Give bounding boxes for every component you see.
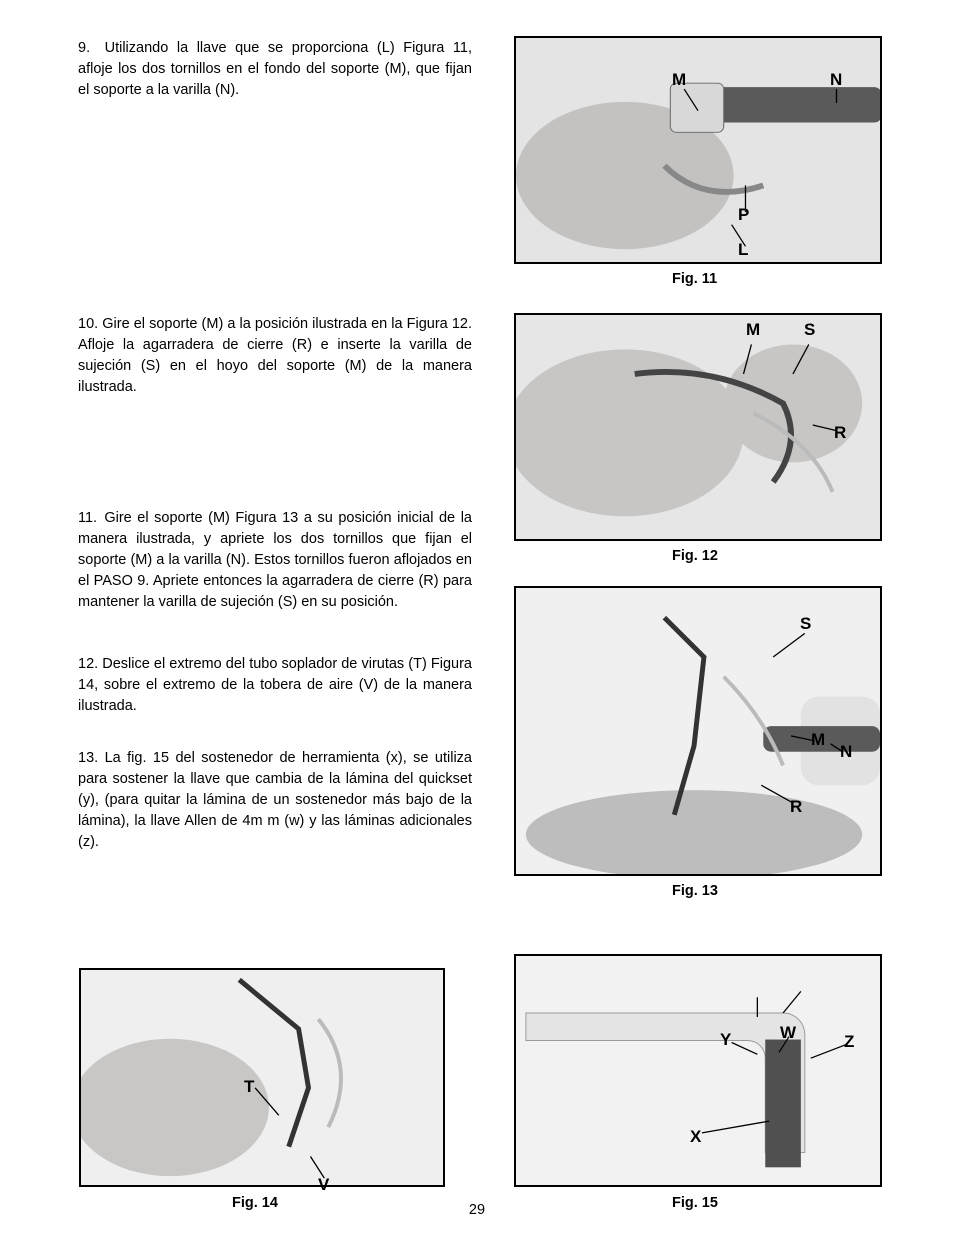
paragraph-12: 12. Deslice el extremo del tubo soplador… — [78, 654, 472, 717]
figure-11-label-M: M — [672, 68, 686, 93]
figure-13-label-M: M — [811, 728, 825, 753]
figure-12-label-R: R — [834, 421, 846, 446]
figure-11-label-L: L — [738, 238, 748, 263]
figure-14-label-V: V — [318, 1173, 329, 1198]
figure-11-caption: Fig. 11 — [672, 269, 717, 290]
figure-11-label-N: N — [830, 68, 842, 93]
figure-12-box — [514, 313, 882, 541]
page-number: 29 — [0, 1200, 954, 1221]
figure-15-label-Y: Y — [720, 1028, 731, 1053]
figure-14-box — [79, 968, 445, 1187]
figure-11-box — [514, 36, 882, 264]
figure-12-label-M: M — [746, 318, 760, 343]
figure-12-label-S: S — [804, 318, 815, 343]
figure-14-label-T: T — [244, 1075, 254, 1100]
page-content: 9. Utilizando la llave que se proporcion… — [0, 0, 954, 38]
figure-13-label-S: S — [800, 612, 811, 637]
paragraph-11: 11. Gire el soporte (M) Figura 13 a su p… — [78, 508, 472, 613]
figure-13-box — [514, 586, 882, 876]
figure-15-label-W: W — [780, 1021, 796, 1046]
figure-13-label-R: R — [790, 795, 802, 820]
paragraph-10: 10. Gire el soporte (M) a la posición il… — [78, 314, 472, 398]
paragraph-13: 13. La fig. 15 del sostenedor de herrami… — [78, 748, 472, 853]
figure-11-label-P: P — [738, 203, 749, 228]
figure-13-label-N: N — [840, 740, 852, 765]
figure-15-label-X: X — [690, 1125, 701, 1150]
paragraph-9: 9. Utilizando la llave que se proporcion… — [78, 38, 472, 101]
figure-13-caption: Fig. 13 — [672, 881, 718, 902]
figure-15-label-Z: Z — [844, 1030, 854, 1055]
figure-12-caption: Fig. 12 — [672, 546, 718, 567]
figure-15-box — [514, 954, 882, 1187]
